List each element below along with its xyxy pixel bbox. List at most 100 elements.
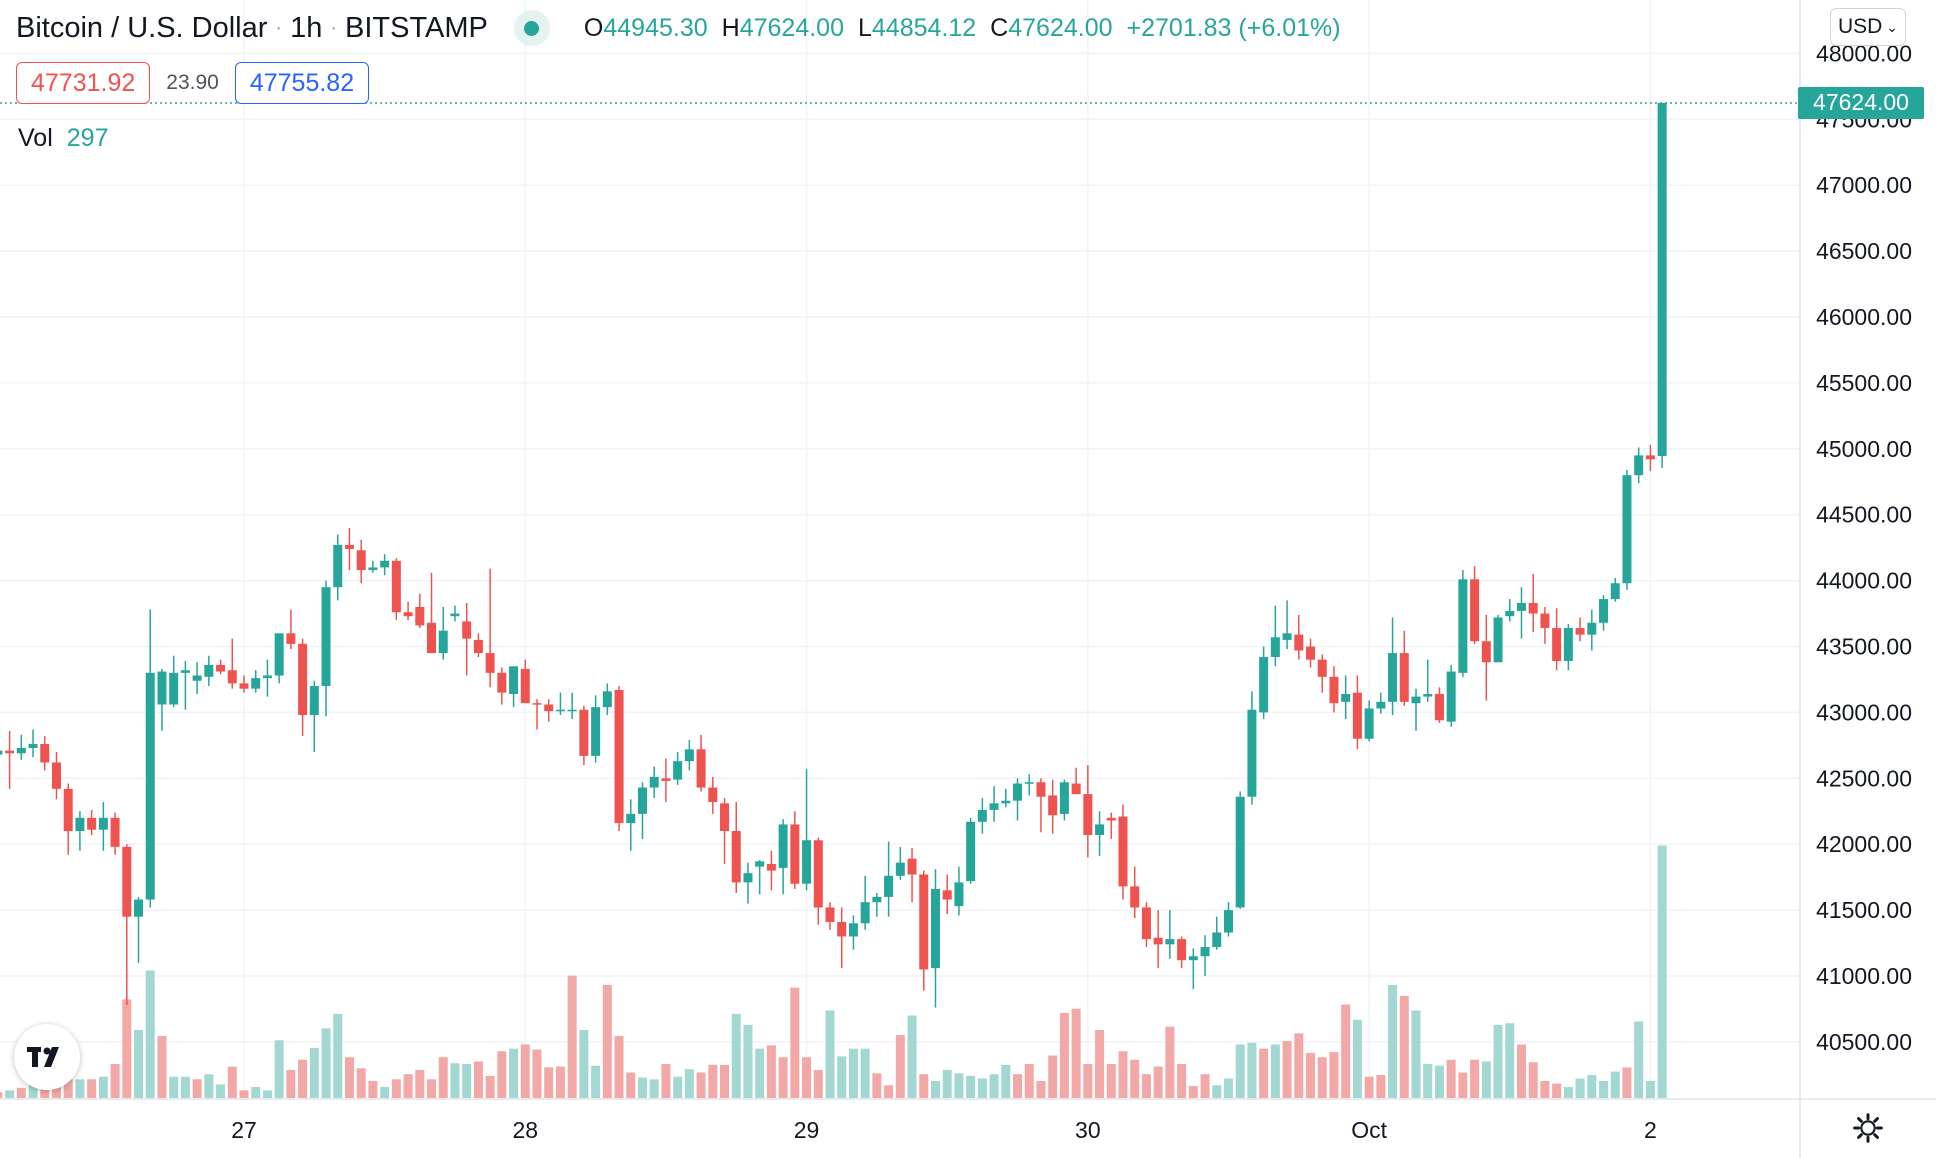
- volume-bar: [802, 1057, 812, 1098]
- candle: [391, 558, 401, 621]
- candle-body: [1540, 613, 1550, 629]
- candle-body: [720, 803, 730, 832]
- candle: [720, 798, 730, 864]
- candle-body: [28, 744, 38, 748]
- candle: [1587, 609, 1597, 651]
- ohlc-high: H47624.00: [721, 13, 844, 42]
- candle: [145, 609, 155, 908]
- candle: [1306, 638, 1316, 668]
- candle-body: [813, 840, 823, 908]
- volume-bar: [1364, 1076, 1374, 1098]
- candle-body: [1352, 692, 1362, 739]
- volume-bar: [1423, 1064, 1433, 1098]
- candle: [1317, 654, 1327, 693]
- candle-body: [626, 813, 636, 824]
- y-tick-label: 45000.00: [1816, 436, 1912, 462]
- candle-body: [837, 921, 847, 937]
- candle: [262, 659, 272, 697]
- candle: [1177, 936, 1187, 969]
- volume-bar: [216, 1084, 226, 1098]
- candle: [1376, 692, 1386, 714]
- candle: [98, 802, 108, 851]
- volume-bar: [0, 1092, 3, 1098]
- candle: [1657, 102, 1667, 469]
- volume-bar: [1048, 1055, 1058, 1098]
- symbol-name[interactable]: Bitcoin / U.S. Dollar: [16, 11, 268, 44]
- candle: [1540, 606, 1550, 644]
- candle-body: [1165, 939, 1175, 945]
- candle-body: [485, 653, 495, 673]
- candle-body: [1106, 817, 1116, 821]
- candle: [251, 670, 261, 693]
- candle: [1095, 811, 1105, 857]
- candle-body: [602, 691, 612, 708]
- candle: [28, 729, 38, 758]
- volume-bar: [743, 1024, 753, 1098]
- candle: [462, 603, 472, 676]
- ohlc-low: L44854.12: [857, 13, 977, 42]
- candle-body: [216, 664, 226, 672]
- volume-bar: [1306, 1052, 1316, 1098]
- candle: [872, 892, 882, 917]
- candle-body: [98, 817, 108, 830]
- candle-body: [356, 550, 366, 571]
- candle: [907, 848, 917, 903]
- tradingview-logo-icon[interactable]: [14, 1024, 80, 1090]
- candle-body: [1446, 671, 1456, 722]
- candle: [1505, 599, 1515, 622]
- candle: [1083, 765, 1093, 858]
- candle-body: [1622, 475, 1632, 584]
- candle-body: [1095, 824, 1105, 835]
- candle-body: [1212, 932, 1222, 948]
- candle: [743, 862, 753, 904]
- volume-bar: [1434, 1065, 1444, 1098]
- candle: [884, 841, 894, 917]
- volume-bar: [790, 987, 800, 1098]
- candle-body: [87, 817, 97, 830]
- volume-bar: [1001, 1064, 1011, 1098]
- sell-price-button[interactable]: 47731.92: [16, 62, 151, 104]
- volume-bar: [1130, 1059, 1140, 1098]
- gear-icon[interactable]: [1852, 1112, 1884, 1144]
- candle-body: [884, 875, 894, 897]
- volume-bar: [1458, 1072, 1468, 1098]
- candle: [1388, 617, 1398, 716]
- volume-bar: [720, 1064, 730, 1098]
- y-tick-label: 43000.00: [1816, 699, 1912, 725]
- buy-price-button[interactable]: 47755.82: [234, 62, 370, 104]
- candle-body: [895, 862, 905, 876]
- candle: [930, 869, 940, 1008]
- candle-body: [907, 858, 917, 875]
- candle-body: [1177, 939, 1187, 961]
- candle-body: [1200, 947, 1210, 957]
- volume-bar: [1645, 1081, 1655, 1098]
- candle-body: [1657, 102, 1667, 457]
- volume-value: 297: [66, 124, 109, 152]
- candle-body: [192, 675, 202, 681]
- volume-bar: [1528, 1062, 1538, 1098]
- candle: [520, 659, 530, 704]
- candle: [1411, 688, 1421, 731]
- candle-body: [1024, 782, 1034, 784]
- volume-legend[interactable]: Vol 297: [18, 124, 108, 153]
- candle-body: [134, 899, 144, 917]
- volume-bar: [180, 1076, 190, 1098]
- candle: [1423, 659, 1433, 702]
- candle-body: [473, 639, 483, 654]
- volume-bar: [1376, 1075, 1386, 1098]
- volume-bar: [98, 1076, 108, 1098]
- volume-bar: [954, 1073, 964, 1098]
- candle: [450, 605, 460, 622]
- candle-body: [942, 890, 952, 900]
- candle: [5, 730, 15, 789]
- volume-bar: [251, 1086, 261, 1098]
- candle: [1446, 664, 1456, 727]
- volume-bar: [1317, 1057, 1327, 1098]
- candle: [485, 568, 495, 688]
- candle-body: [684, 749, 694, 762]
- interval-label[interactable]: 1h: [290, 11, 323, 44]
- candle-body: [1587, 622, 1597, 635]
- currency-button[interactable]: USD ⌄: [1830, 8, 1906, 46]
- volume-bar: [1587, 1075, 1597, 1098]
